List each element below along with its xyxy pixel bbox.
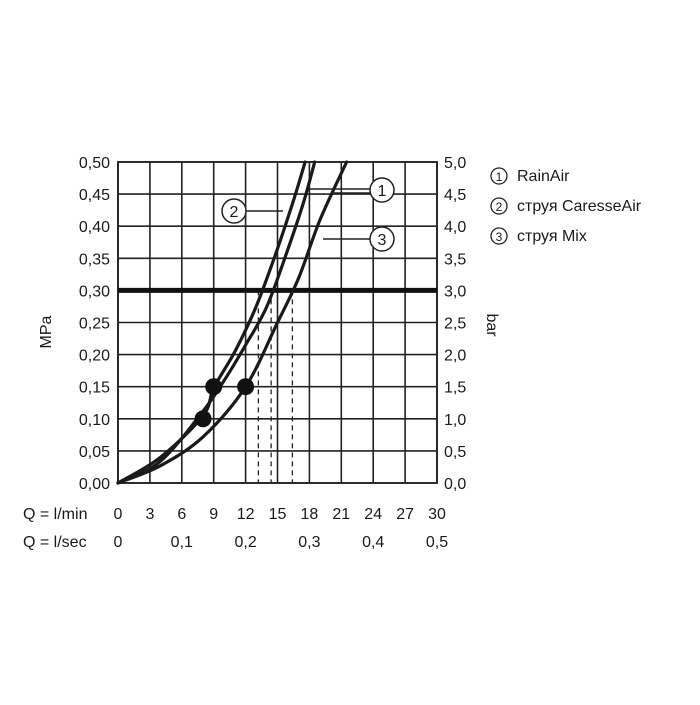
legend-marker-number: 1 — [496, 170, 503, 184]
x2-tick-label: 0,5 — [426, 534, 448, 551]
x-tick-label: 3 — [145, 506, 154, 523]
callout-1-circle — [369, 177, 395, 203]
y-right-tick-label: 0,0 — [444, 476, 466, 493]
x-tick-label: 30 — [428, 506, 446, 523]
y-left-tick-label: 0,20 — [79, 348, 110, 365]
legend-label: RainAir — [517, 168, 570, 185]
data-point-2 — [194, 410, 212, 428]
y-right-tick-label: 1,5 — [444, 380, 466, 397]
plot-frame — [117, 161, 438, 484]
x-tick-label: 6 — [177, 506, 186, 523]
y-right-tick-label: 1,0 — [444, 412, 466, 429]
y-right-tick-label: 5,0 — [444, 155, 466, 172]
y-left-tick-label: 0,05 — [79, 444, 110, 461]
y-right-tick-label: 2,5 — [444, 316, 466, 333]
legend-marker-circle — [490, 227, 508, 245]
y-right-tick-label: 4,0 — [444, 219, 466, 236]
x-tick-label: 0 — [114, 506, 123, 523]
x-tick-label: 21 — [332, 506, 350, 523]
x-tick-label: 12 — [237, 506, 255, 523]
series-line-3 — [116, 160, 349, 485]
y-right-tick-label: 2,0 — [444, 348, 466, 365]
callout-2-circle — [221, 198, 247, 224]
x2-tick-label: 0,2 — [234, 534, 256, 551]
series-line-2 — [116, 160, 307, 485]
data-point-2 — [205, 378, 223, 396]
y-left-tick-label: 0,25 — [79, 316, 110, 333]
y-right-axis-title: bar — [483, 313, 500, 337]
y-right-tick-label: 0,5 — [444, 444, 466, 461]
callout-3-circle — [369, 226, 395, 252]
legend-marker-number: 3 — [496, 230, 503, 244]
y-left-axis-title: MPa — [38, 315, 55, 348]
y-left-tick-label: 0,00 — [79, 476, 110, 493]
x-tick-label: 18 — [301, 506, 319, 523]
x-tick-label: 9 — [209, 506, 218, 523]
y-left-tick-label: 0,45 — [79, 187, 110, 204]
legend-marker-circle — [490, 167, 508, 185]
x-tick-label: 27 — [396, 506, 414, 523]
x2-tick-label: 0,3 — [298, 534, 320, 551]
callout-3-number: 3 — [378, 232, 387, 249]
x2-tick-label: 0,1 — [171, 534, 193, 551]
legend-label: струя CaresseAir — [517, 198, 642, 215]
callout-2-number: 2 — [230, 204, 239, 221]
y-right-tick-label: 3,5 — [444, 251, 466, 268]
y-left-tick-label: 0,35 — [79, 251, 110, 268]
x-axis-unit-label: Q = l/min — [23, 506, 87, 523]
x-tick-label: 24 — [364, 506, 382, 523]
x2-tick-label: 0,4 — [362, 534, 384, 551]
x-tick-label: 15 — [269, 506, 287, 523]
y-left-tick-label: 0,40 — [79, 219, 110, 236]
y-left-tick-label: 0,15 — [79, 380, 110, 397]
callout-1-number: 1 — [378, 183, 387, 200]
y-right-tick-label: 3,0 — [444, 283, 466, 300]
legend-label: струя Mix — [517, 228, 587, 245]
y-left-tick-label: 0,10 — [79, 412, 110, 429]
x2-tick-label: 0 — [114, 534, 123, 551]
x2-axis-unit-label: Q = l/sec — [23, 534, 87, 551]
y-right-tick-label: 4,5 — [444, 187, 466, 204]
data-point-3 — [237, 378, 255, 396]
y-left-tick-label: 0,30 — [79, 283, 110, 300]
legend-marker-number: 2 — [496, 200, 503, 214]
legend-marker-circle — [490, 197, 508, 215]
y-left-tick-label: 0,50 — [79, 155, 110, 172]
